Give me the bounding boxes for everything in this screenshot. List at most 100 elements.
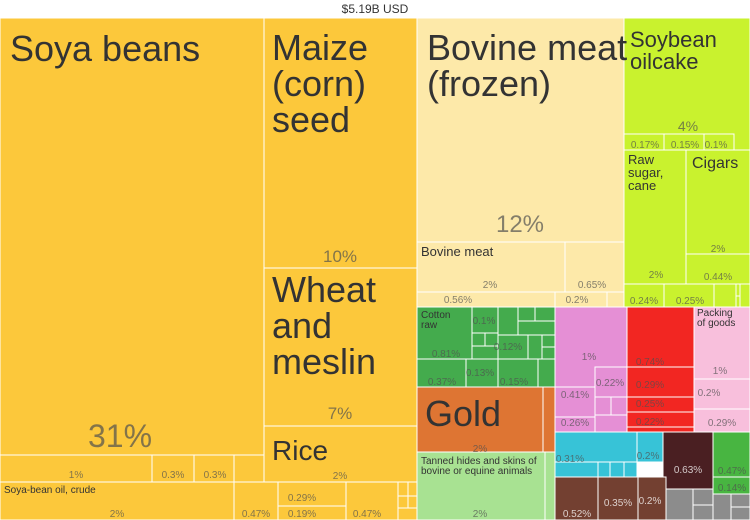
treemap-tile (685, 253, 750, 285)
tile-share-label: 2% (333, 471, 348, 482)
tile-share-label: 0.24% (630, 296, 658, 307)
treemap-filler-subtile (541, 346, 556, 360)
treemap-filler-subtile (692, 504, 714, 520)
treemap-tile (564, 241, 625, 293)
treemap-filler-subtile (534, 306, 556, 322)
treemap-tile (693, 378, 750, 410)
tile-label: Soya beans (10, 28, 200, 69)
tile-share-label: 0.3% (204, 470, 227, 481)
treemap-filler-subtile (610, 396, 628, 416)
tile-share-label: 0.52% (563, 509, 591, 520)
treemap-tile (637, 476, 667, 520)
tile-share-label: 7% (328, 404, 353, 423)
treemap-filler-subtile (397, 495, 409, 509)
tile-share-label: 0.19% (288, 509, 316, 520)
treemap-tile (554, 476, 599, 520)
tile-label: Bovine meat (421, 244, 494, 259)
tile-label: Cigars (692, 155, 738, 172)
tile-share-label: 0.47% (242, 509, 270, 520)
treemap-tile (597, 476, 639, 520)
treemap-tile (497, 358, 539, 388)
treemap-filler-subtile (662, 488, 694, 520)
tile-share-label: 4% (678, 118, 698, 134)
treemap-tile (471, 306, 499, 334)
treemap-filler-subtile (730, 506, 750, 520)
tile-share-label: 0.2% (637, 451, 660, 462)
treemap-tile (554, 386, 596, 418)
tile-share-label: 0.35% (604, 498, 632, 509)
tile-share-label: 0.41% (561, 390, 589, 401)
tile-label: Raw sugar, cane (628, 152, 663, 193)
tile-share-label: 2% (483, 280, 498, 291)
tile-share-label: 0.29% (636, 380, 664, 391)
tile-label: Maize (corn) seed (272, 27, 368, 140)
tile-share-label: 0.65% (578, 280, 606, 291)
treemap-filler-subtile (594, 396, 612, 416)
treemap-filler-subtile (407, 481, 418, 497)
tile-share-label: 0.26% (561, 418, 589, 429)
treemap-tile (626, 366, 695, 398)
tile-share-label: 0.25% (636, 399, 664, 410)
treemap-filler-subtile (497, 306, 519, 336)
treemap-tile (416, 451, 546, 520)
tile-share-label: 0.63% (674, 465, 702, 476)
tile-share-label: 0.13% (466, 368, 494, 379)
treemap-filler-subtile (471, 332, 486, 347)
treemap-filler-subtile (397, 507, 418, 520)
tile-share-label: 31% (88, 418, 152, 454)
treemap-tile (712, 476, 750, 495)
tile-share-label: 0.47% (718, 466, 746, 477)
treemap-filler-subtile (730, 493, 750, 508)
tile-share-label: 0.15% (671, 140, 699, 151)
tile-share-label: 0.81% (432, 349, 460, 360)
treemap-filler-tile (739, 283, 750, 308)
tile-share-label: 0.31% (556, 454, 584, 465)
treemap-filler-subtile (397, 481, 409, 497)
treemap-filler-tile (606, 291, 625, 308)
tile-share-label: 0.37% (428, 377, 456, 388)
tile-share-label: 0.3% (162, 470, 185, 481)
treemap-filler-subtile (713, 283, 737, 308)
treemap-tile (416, 358, 473, 388)
tile-share-label: 0.29% (288, 493, 316, 504)
treemap-tile (263, 17, 418, 269)
treemap-filler-subtile (527, 334, 543, 360)
tile-share-label: 0.74% (636, 357, 664, 368)
treemap-tile (263, 267, 418, 427)
treemap-tile (416, 386, 544, 453)
treemap-filler-subtile (517, 320, 556, 336)
tile-share-label: 0.17% (631, 140, 659, 151)
tile-share-label: 1% (69, 470, 84, 481)
treemap-filler-subtile (692, 488, 714, 506)
tile-share-label: 0.2% (639, 496, 662, 507)
treemap-filler-subtile (712, 493, 732, 520)
treemap-filler-subtile (541, 334, 556, 348)
tile-share-label: 0.12% (494, 342, 522, 353)
tile-share-label: 2% (473, 509, 488, 520)
tile-share-label: 0.1% (473, 316, 496, 327)
tile-share-label: 1% (713, 366, 728, 377)
tile-share-label: 2% (649, 270, 664, 281)
treemap-filler-tile (537, 358, 556, 388)
treemap-filler-subtile (594, 414, 628, 433)
tile-share-label: 2% (473, 444, 488, 455)
tile-share-label: 12% (496, 211, 544, 238)
treemap-tile (233, 481, 279, 520)
tile-label: Tanned hides and skins of bovine or equin… (421, 456, 537, 477)
treemap-tile (0, 454, 153, 483)
tile-share-label: 1% (582, 352, 597, 363)
tile-label: Soya-bean oil, crude (4, 485, 96, 496)
tile-label: Rice (272, 435, 328, 466)
treemap-tile (416, 241, 566, 293)
tile-share-label: 0.47% (353, 509, 381, 520)
tile-share-label: 0.29% (708, 418, 736, 429)
treemap-filler-tile (544, 451, 556, 520)
tile-share-label: 0.44% (704, 272, 732, 283)
tile-label: Wheat and meslin (272, 269, 376, 382)
tile-share-label: 0.15% (500, 377, 528, 388)
tile-label: Cotton raw (421, 310, 450, 331)
treemap-tile (416, 291, 556, 308)
chart-title: $5.19B USD (341, 2, 409, 16)
treemap-tile (662, 431, 714, 490)
